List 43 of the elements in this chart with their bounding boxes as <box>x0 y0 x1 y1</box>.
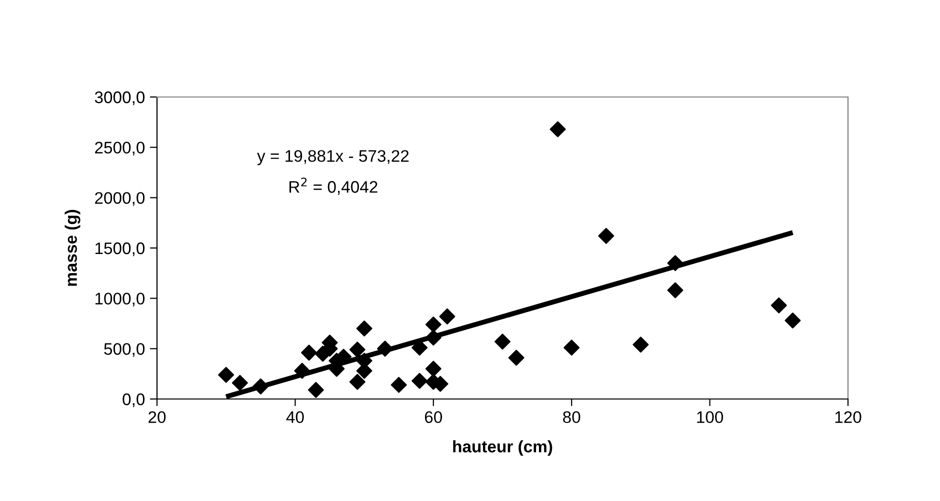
point <box>252 378 269 394</box>
point <box>308 382 324 398</box>
y-tick-label: 500,0 <box>104 343 145 357</box>
point <box>439 308 456 324</box>
x-tick-label: 100 <box>697 411 724 424</box>
point <box>412 372 428 389</box>
point <box>390 376 407 393</box>
point <box>667 282 684 298</box>
y-tick-label: 1000,0 <box>95 292 145 307</box>
point <box>232 374 248 391</box>
y-tick-label: 0,0 <box>122 393 145 408</box>
point <box>349 374 366 390</box>
x-tick-label: 40 <box>286 411 304 424</box>
y-tick-label: 2000,0 <box>95 192 145 206</box>
point <box>425 360 442 377</box>
point <box>218 366 234 383</box>
y-axis-title: masse (g) <box>64 210 80 286</box>
point <box>632 336 649 353</box>
x-tick-label: 20 <box>148 411 166 424</box>
y-tick-label: 3000,0 <box>94 91 145 106</box>
point <box>377 340 394 357</box>
point <box>667 255 684 272</box>
point <box>356 320 372 337</box>
point <box>294 362 310 379</box>
point <box>784 312 801 328</box>
point <box>494 334 510 350</box>
point <box>425 316 442 332</box>
point <box>564 340 580 356</box>
y-tick-label: 1500,0 <box>95 242 145 256</box>
point <box>349 342 366 358</box>
point <box>508 350 524 366</box>
x-tick-label: 60 <box>424 411 442 424</box>
x-tick-label: 120 <box>835 411 862 424</box>
point <box>770 297 787 314</box>
annotation: R$^{2}$ = 0,4042 <box>289 178 378 195</box>
point <box>301 344 317 361</box>
annotation: y = 19,881x - 573,22 <box>257 150 409 166</box>
x-tick-label: 80 <box>563 411 580 424</box>
point <box>598 228 614 244</box>
y-tick-label: 2500,0 <box>95 142 145 156</box>
x-axis-title: hauteur (cm) <box>453 440 552 456</box>
point <box>425 330 442 346</box>
point <box>550 121 566 138</box>
